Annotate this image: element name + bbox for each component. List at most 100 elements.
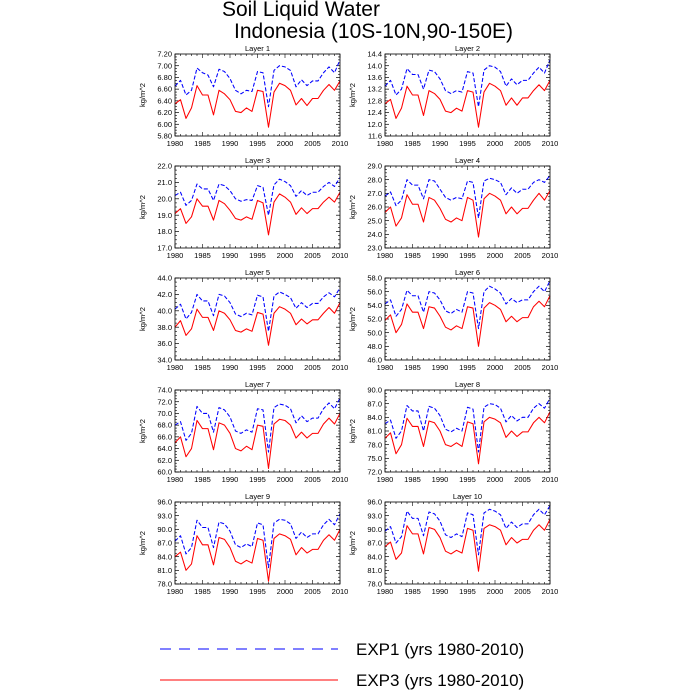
y-tick-label: 68.0 xyxy=(157,421,172,430)
series-line-exp3 xyxy=(174,302,341,346)
x-tick-label: 2010 xyxy=(332,587,349,596)
y-tick-label: 23.0 xyxy=(367,244,382,253)
y-tick-label: 74.0 xyxy=(157,386,172,395)
y-axis-label: kg/m^2 xyxy=(138,419,147,443)
x-tick-label: 2010 xyxy=(542,587,559,596)
panel-layer-7: Layer 7 kg/m^2 60.0 62.0 64.0 66.0 68.0 70.0 72.… xyxy=(138,380,348,484)
y-tick-label: 46.0 xyxy=(367,356,382,365)
y-tick-label: 6.40 xyxy=(157,96,172,105)
series-line-exp1 xyxy=(384,505,551,556)
x-tick-label: 2010 xyxy=(332,363,349,372)
x-tick-label: 2005 xyxy=(304,251,321,260)
x-tick-label: 2000 xyxy=(487,139,504,148)
series-line-exp1 xyxy=(384,280,551,330)
y-tick-label: 87.0 xyxy=(367,399,382,408)
x-tick-label: 1985 xyxy=(404,139,421,148)
panel-layer-3: Layer 3 kg/m^2 17.0 18.0 19.0 20.0 21.0 22.0 198… xyxy=(138,156,348,260)
y-tick-label: 6.00 xyxy=(157,120,172,129)
plot-frame xyxy=(174,501,341,585)
x-tick-label: 2000 xyxy=(277,587,294,596)
panel-title: Layer 10 xyxy=(453,492,482,501)
series-line-exp1 xyxy=(174,59,341,108)
x-tick-label: 2010 xyxy=(332,139,349,148)
panel-title: Layer 2 xyxy=(455,44,480,53)
series-line-exp1 xyxy=(174,513,341,569)
y-tick-label: 87.0 xyxy=(367,539,382,548)
legend-label: EXP3 (yrs 1980-2010) xyxy=(356,671,524,690)
y-tick-label: 48.0 xyxy=(367,342,382,351)
x-tick-label: 1980 xyxy=(167,475,184,484)
y-tick-label: 87.0 xyxy=(157,539,172,548)
y-tick-label: 21.0 xyxy=(157,178,172,187)
y-tick-label: 7.20 xyxy=(157,50,172,59)
x-tick-label: 2005 xyxy=(304,363,321,372)
x-tick-label: 2005 xyxy=(304,139,321,148)
y-tick-label: 34.0 xyxy=(157,356,172,365)
x-tick-label: 1985 xyxy=(404,363,421,372)
y-tick-label: 26.0 xyxy=(367,203,382,212)
figure-title: Soil Liquid Water xyxy=(222,0,380,21)
x-tick-label: 2005 xyxy=(304,475,321,484)
x-tick-label: 2010 xyxy=(332,251,349,260)
plot-frame xyxy=(174,53,341,137)
panel-title: Layer 5 xyxy=(245,268,270,277)
y-tick-label: 38.0 xyxy=(157,323,172,332)
x-tick-label: 1980 xyxy=(377,475,394,484)
y-axis-label: kg/m^2 xyxy=(138,195,147,219)
series-line-exp1 xyxy=(384,397,551,453)
y-tick-label: 50.0 xyxy=(367,328,382,337)
series-line-exp1 xyxy=(174,177,341,216)
y-tick-label: 90.0 xyxy=(367,525,382,534)
y-tick-label: 84.0 xyxy=(157,552,172,561)
y-tick-label: 19.0 xyxy=(157,211,172,220)
x-tick-label: 2000 xyxy=(277,139,294,148)
y-tick-label: 7.00 xyxy=(157,61,172,70)
panel-layer-6: Layer 6 kg/m^2 46.0 48.0 50.0 52.0 54.0 56.0 58.… xyxy=(348,268,558,372)
series-line-exp3 xyxy=(174,191,341,236)
panel-layer-2: Layer 2 kg/m^2 11.6 12.0 12.4 12.8 13.2 13.6 14.… xyxy=(348,44,558,148)
y-tick-label: 6.60 xyxy=(157,85,172,94)
x-tick-label: 2005 xyxy=(514,475,531,484)
y-tick-label: 13.2 xyxy=(367,85,382,94)
series-line-exp3 xyxy=(384,190,551,238)
x-tick-label: 2010 xyxy=(542,251,559,260)
y-tick-label: 44.0 xyxy=(157,274,172,283)
y-tick-label: 84.0 xyxy=(367,552,382,561)
x-tick-label: 2000 xyxy=(487,251,504,260)
panel-title: Layer 6 xyxy=(455,268,480,277)
panel-layer-5: Layer 5 kg/m^2 34.0 36.0 38.0 40.0 42.0 44.0 198… xyxy=(138,268,348,372)
series-line-exp1 xyxy=(384,175,551,219)
panel-title: Layer 7 xyxy=(245,380,270,389)
x-tick-label: 1985 xyxy=(404,475,421,484)
y-tick-label: 17.0 xyxy=(157,244,172,253)
series-line-exp3 xyxy=(174,80,341,128)
series-line-exp3 xyxy=(174,413,341,470)
y-tick-label: 62.0 xyxy=(157,456,172,465)
x-tick-label: 1990 xyxy=(432,475,449,484)
plot-frame xyxy=(384,277,551,361)
x-tick-label: 1985 xyxy=(194,475,211,484)
legend: EXP1 (yrs 1980-2010) EXP3 (yrs 1980-2010) xyxy=(160,640,524,690)
y-tick-label: 18.0 xyxy=(157,227,172,236)
x-tick-label: 2000 xyxy=(487,363,504,372)
y-tick-label: 78.0 xyxy=(367,580,382,589)
x-tick-label: 1995 xyxy=(459,363,476,372)
panel-title: Layer 4 xyxy=(455,156,480,165)
x-tick-label: 1995 xyxy=(249,139,266,148)
x-tick-label: 2010 xyxy=(332,475,349,484)
y-axis-label: kg/m^2 xyxy=(348,531,357,555)
x-tick-label: 1995 xyxy=(459,139,476,148)
y-axis-label: kg/m^2 xyxy=(138,531,147,555)
y-tick-label: 52.0 xyxy=(367,315,382,324)
x-tick-label: 1980 xyxy=(167,363,184,372)
y-tick-label: 6.20 xyxy=(157,108,172,117)
x-tick-label: 2010 xyxy=(542,475,559,484)
x-tick-label: 2000 xyxy=(277,363,294,372)
legend-label: EXP1 (yrs 1980-2010) xyxy=(356,640,524,659)
y-tick-label: 12.4 xyxy=(367,108,382,117)
x-tick-label: 1990 xyxy=(222,139,239,148)
x-tick-label: 1985 xyxy=(194,251,211,260)
x-tick-label: 1995 xyxy=(249,475,266,484)
y-tick-label: 78.0 xyxy=(157,580,172,589)
y-tick-label: 81.0 xyxy=(367,566,382,575)
